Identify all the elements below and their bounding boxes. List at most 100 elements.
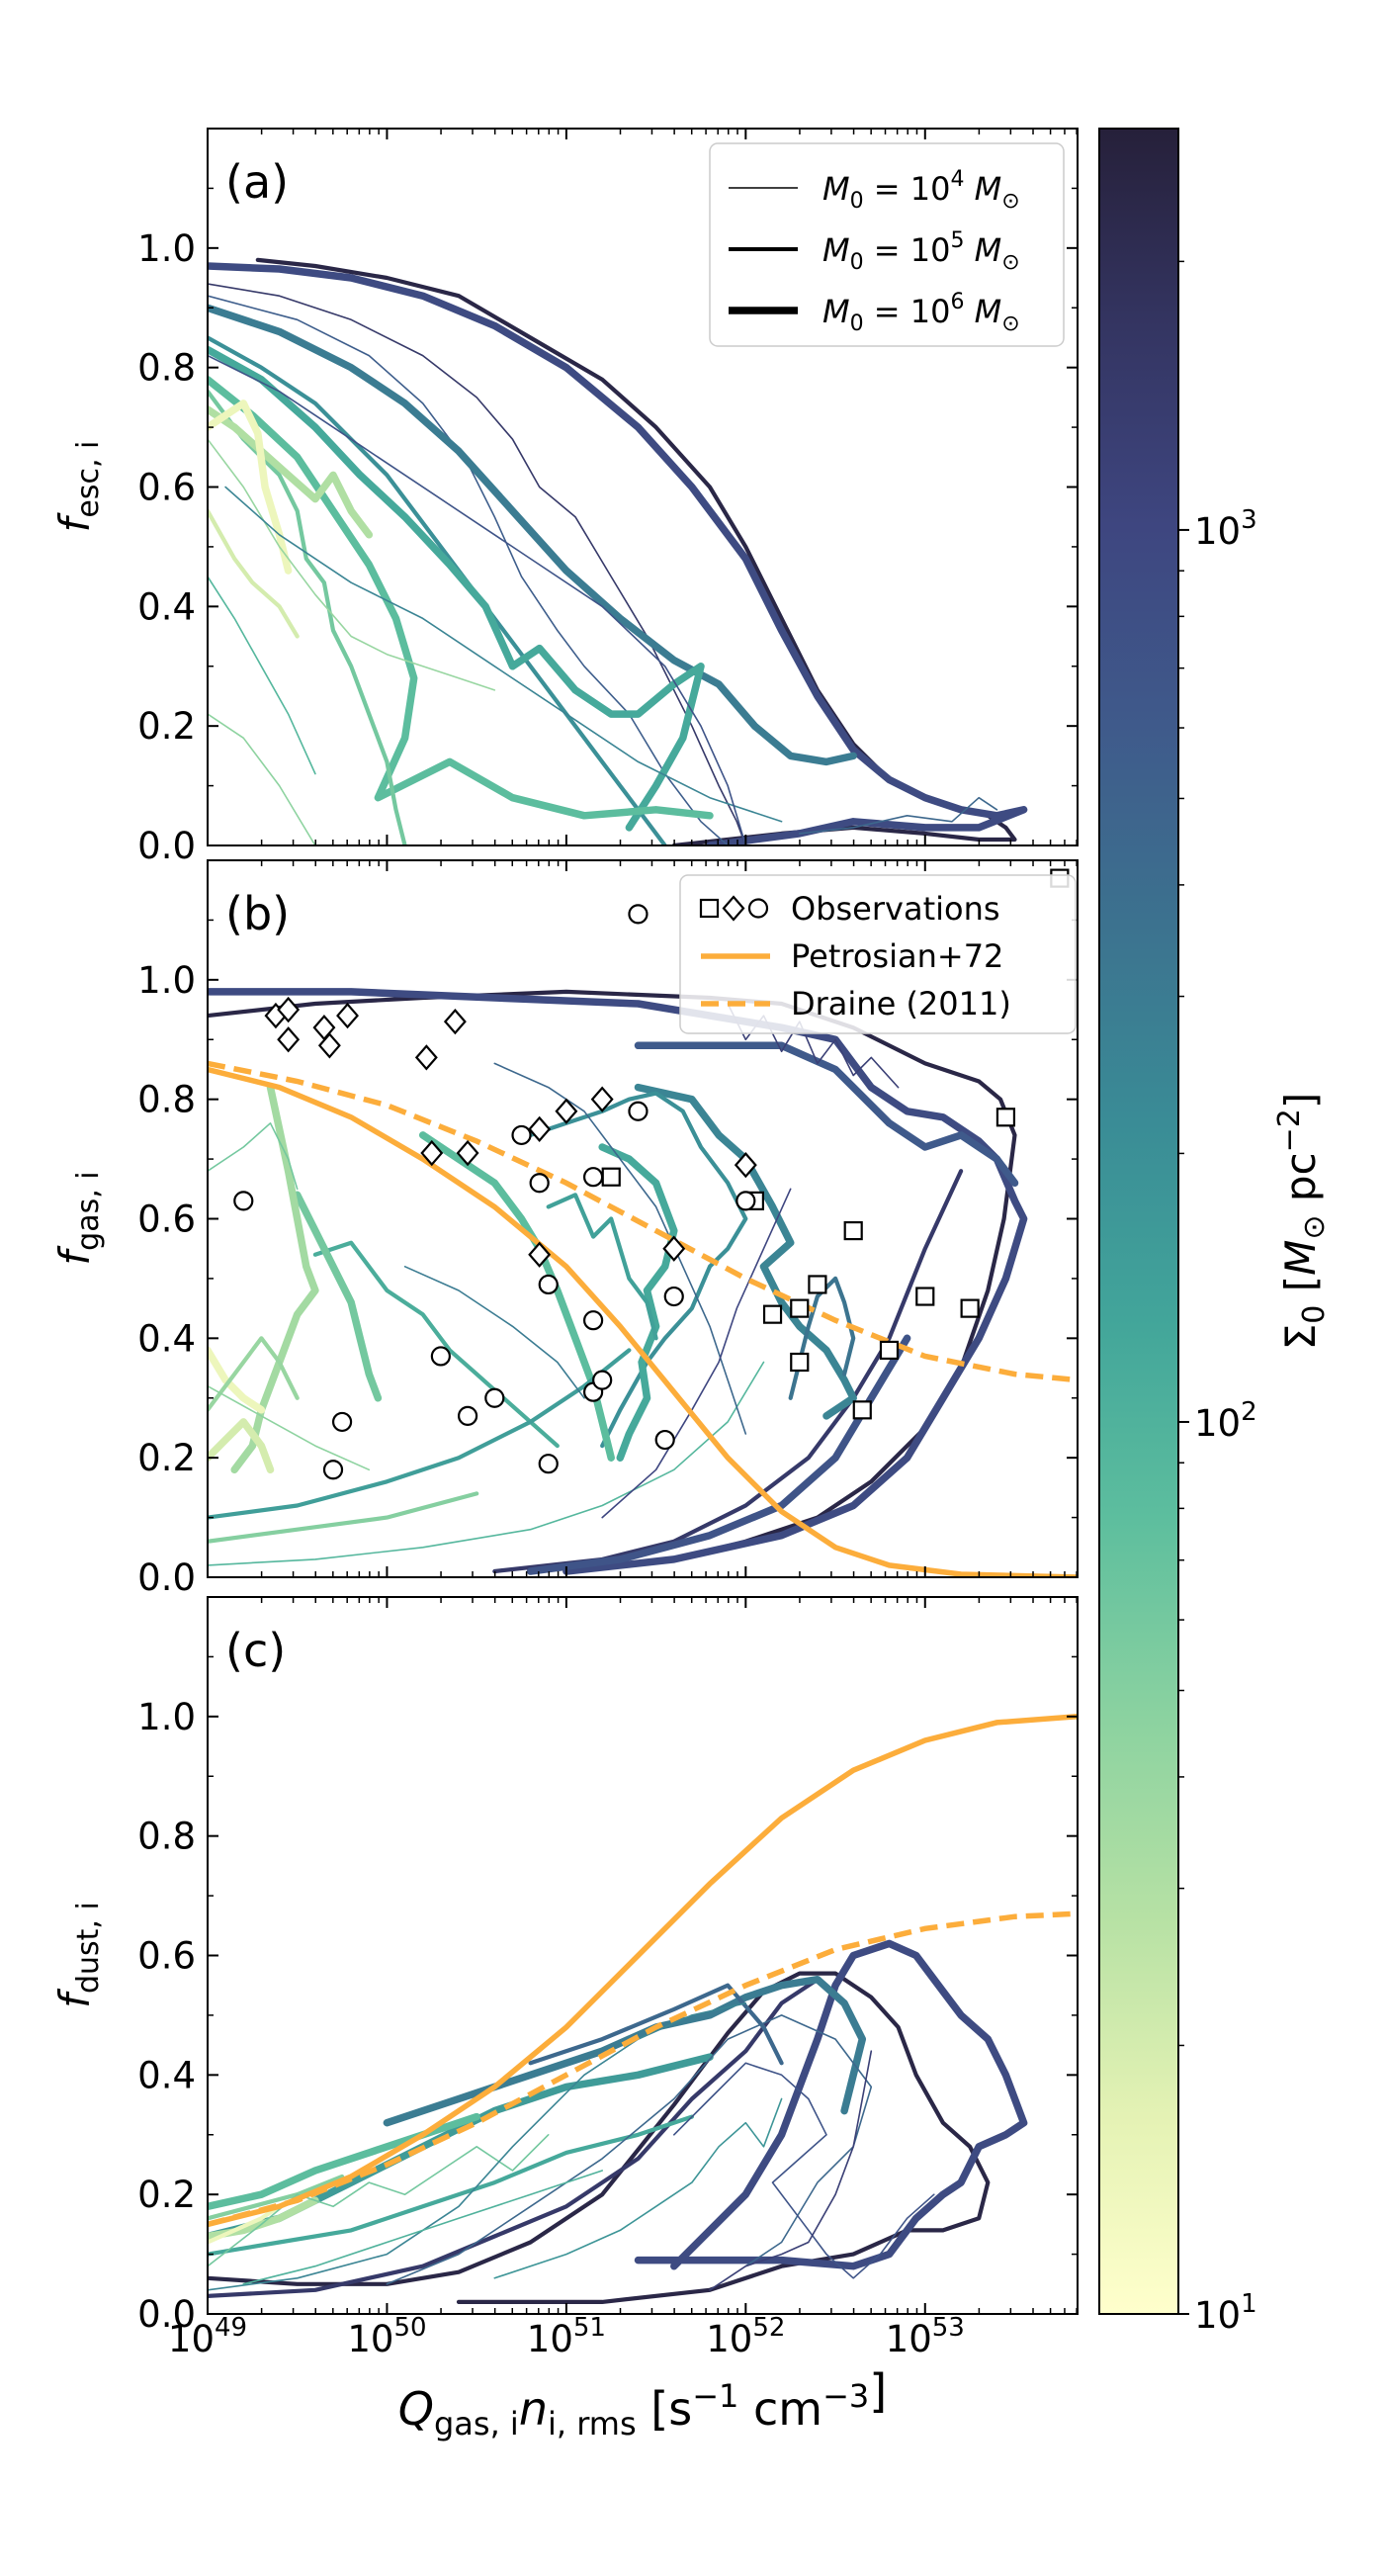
colorbar-gradient <box>1098 128 1179 2315</box>
observation-circle <box>592 1370 613 1390</box>
observation-diamond <box>662 1235 686 1262</box>
panel-b-lines <box>208 988 1028 1575</box>
panel-b-series-18 <box>208 1346 266 1414</box>
panel-a-series-13 <box>208 576 316 775</box>
panel-b-series-22 <box>601 1188 792 1519</box>
x-tick-label: 1052 <box>706 2313 785 2360</box>
observation-circle <box>663 1286 684 1307</box>
observation-square <box>808 1275 827 1294</box>
panel-a-ytick-label: 1.0 <box>137 227 196 270</box>
legend-label-m0-1e4: M0 = 104 M⊙ <box>822 167 1020 214</box>
panel-c-ytick-label: 1.0 <box>137 1696 196 1738</box>
observation-circle <box>628 904 649 925</box>
x-axis-label: Qgas, ini, rms [s−1 cm−3] <box>398 2364 887 2443</box>
panel-b-y-axis: 0.0 0.2 0.4 0.6 0.8 1.0 <box>137 919 1078 1599</box>
panel-c-draine-curve <box>208 1910 1078 2228</box>
legend-diamond-marker <box>722 895 745 922</box>
observation-diamond <box>555 1098 578 1124</box>
panel-a-ylabel: fesc, i <box>50 441 106 533</box>
panel-a-series-2 <box>208 283 747 845</box>
observation-circle <box>511 1124 532 1146</box>
panel-b: 0.0 0.2 0.4 0.6 0.8 1.0 (b) fgas, i Observati… <box>50 859 1079 1599</box>
observation-diamond <box>277 996 301 1023</box>
panel-c-series-0 <box>208 1971 991 2304</box>
observation-circle <box>233 1191 254 1211</box>
panel-c-ytick-label: 0.8 <box>137 1816 196 1858</box>
panel-a-series-14 <box>208 713 316 845</box>
legend-label-m0-1e5: M0 = 105 M⊙ <box>822 228 1020 275</box>
panel-c-series-8 <box>208 2174 345 2221</box>
panel-a-series-7 <box>208 376 714 820</box>
panel-b-series-15 <box>230 1083 319 1474</box>
observation-diamond <box>420 1139 444 1167</box>
observation-circle <box>583 1310 604 1331</box>
panel-c-y-axis: 0.0 0.2 0.4 0.6 0.8 1.0 <box>137 1655 1078 2336</box>
panel-a-series-12 <box>208 438 496 691</box>
panel-c-series-5 <box>208 2053 714 2241</box>
panel-c-series-3 <box>383 1975 867 2127</box>
panel-b-petrosian-curve <box>208 1066 1078 1577</box>
panel-b-series-3 <box>492 1169 964 1574</box>
observation-circle <box>735 1191 756 1211</box>
observation-diamond <box>528 1115 552 1143</box>
panel-b-series-16 <box>208 1122 299 1191</box>
panel-b-ytick-label: 0.6 <box>137 1199 196 1241</box>
panel-b-label: (b) <box>225 887 290 940</box>
panel-a-series-9 <box>208 405 374 539</box>
panel-b-series-25 <box>208 1491 479 1544</box>
panel-a-ytick-label: 0.0 <box>137 825 196 867</box>
observation-diamond <box>456 1139 479 1167</box>
panel-a-ytick-label: 0.4 <box>137 585 196 628</box>
panel-c-label: (c) <box>225 1624 286 1677</box>
legend-square-marker <box>699 898 720 919</box>
observation-circle <box>538 1454 559 1474</box>
panel-a-y-axis: 0.0 0.2 0.4 0.6 0.8 1.0 <box>137 187 1078 867</box>
panel-c-series-16 <box>493 2097 783 2279</box>
legend-label-petrosian: Petrosian+72 <box>791 937 1003 975</box>
panel-a-series-6 <box>208 345 705 832</box>
panel-b-series-8 <box>528 1091 748 1449</box>
panel-a-label: (a) <box>225 155 289 209</box>
panel-b-series-1 <box>208 988 1028 1575</box>
panel-c-frame <box>207 1596 1079 2315</box>
colorbar-tick-label: 101 <box>1194 2289 1257 2337</box>
observation-square <box>879 1340 900 1361</box>
panel-c-series-11 <box>208 2134 550 2267</box>
panel-c-ytick-label: 0.6 <box>137 1935 196 1978</box>
panel-c: 0.0 0.2 0.4 0.6 0.8 1.0 (c) fdust, i 1049 1050… <box>50 1596 1079 2443</box>
panel-b-series-9 <box>598 1143 678 1462</box>
panel-a-series-1 <box>208 262 1028 845</box>
panel-a-series-17 <box>799 796 998 835</box>
panel-c-series-1 <box>634 1939 1028 2270</box>
panel-b-series-12 <box>312 1240 560 1449</box>
panel-c-series-4 <box>528 1983 784 2066</box>
panel-c-ytick-label: 0.0 <box>137 2293 196 2336</box>
observation-square <box>762 1304 783 1324</box>
observation-square <box>843 1220 863 1241</box>
panel-a-ytick-label: 0.8 <box>137 347 196 390</box>
legend-circle-marker <box>747 898 769 919</box>
panel-a-series-0 <box>255 257 1017 845</box>
panel-b-ytick-label: 0.0 <box>137 1556 196 1599</box>
colorbar-ticks: 101 102 103 <box>1178 260 1257 2337</box>
panel-b-series-13 <box>208 1348 632 1520</box>
colorbar-label: Σ0 [M⊙ pc−2] <box>1272 1093 1332 1351</box>
panel-a-legend-box <box>709 142 1065 347</box>
observation-square <box>915 1287 935 1306</box>
panel-a-x-ticks <box>207 129 1078 845</box>
panel-c-reference-curves <box>208 1714 1078 2228</box>
panel-a-ytick-label: 0.6 <box>137 467 196 509</box>
panel-b-x-ticks <box>207 860 1078 1577</box>
panel-b-series-14 <box>293 1191 383 1402</box>
observation-square <box>790 1352 810 1373</box>
panel-b-observations <box>233 868 1070 1480</box>
panel-a: 0.0 0.2 0.4 0.6 0.8 1.0 (a) fesc, i M0 = 104 … <box>50 128 1079 867</box>
panel-c-series-17 <box>242 2170 603 2285</box>
observation-diamond <box>277 1026 301 1053</box>
panel-b-ylabel: fgas, i <box>50 1171 106 1265</box>
panel-a-series-11 <box>208 508 300 639</box>
panel-b-series-19 <box>208 1336 300 1412</box>
x-tick-label: 1053 <box>886 2313 965 2360</box>
